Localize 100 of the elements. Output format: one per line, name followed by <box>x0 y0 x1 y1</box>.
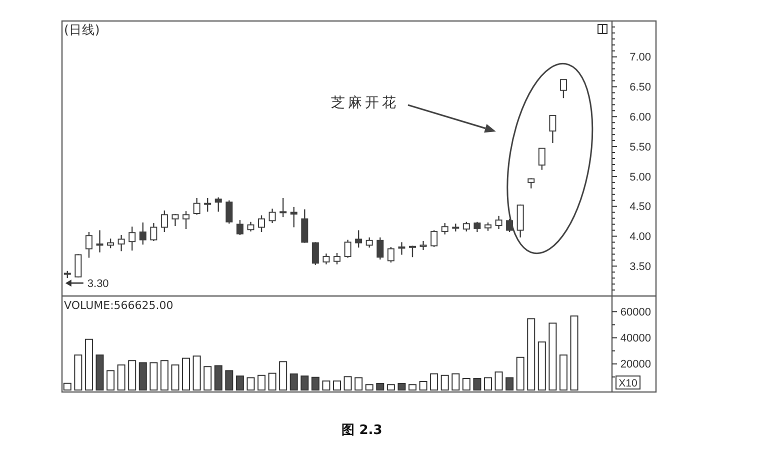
candlestick <box>118 234 125 252</box>
y-tick-label: 5.50 <box>630 141 651 154</box>
chart-title: (日线) <box>64 22 100 37</box>
bar <box>171 364 180 390</box>
bar <box>365 384 374 390</box>
candlestick <box>128 226 136 252</box>
y-tick-label: 4.50 <box>630 201 651 214</box>
candlestick <box>420 240 427 251</box>
candlestick <box>193 197 200 216</box>
bar <box>462 378 470 390</box>
bar <box>452 373 460 390</box>
candlestick <box>538 148 546 170</box>
candlestick <box>495 215 502 230</box>
y-tick-label: 7.00 <box>630 52 651 64</box>
bar <box>236 376 244 390</box>
candlestick <box>258 214 266 233</box>
candlestick <box>528 178 535 189</box>
bar <box>506 377 514 390</box>
candlestick <box>376 236 384 260</box>
candlestick <box>85 231 92 258</box>
y-tick-label: 40000 <box>620 332 651 345</box>
bar <box>548 322 557 390</box>
bar <box>150 362 158 390</box>
bar <box>84 338 93 390</box>
candlestick <box>549 114 556 144</box>
bar <box>268 372 276 390</box>
bar <box>322 380 330 390</box>
y-tick-label: 6.50 <box>630 82 651 94</box>
bar <box>538 341 546 390</box>
y-tick-label: 60000 <box>620 306 651 319</box>
candlestick <box>474 221 481 233</box>
bar <box>160 360 168 390</box>
bar <box>570 315 578 390</box>
candlestick <box>441 222 448 236</box>
bar <box>344 376 352 390</box>
candlestick <box>107 238 114 249</box>
candlestick <box>160 210 168 233</box>
bar <box>96 354 104 390</box>
bar <box>279 361 288 390</box>
bar <box>516 356 524 390</box>
annotation: 3.30 <box>87 278 109 290</box>
bar <box>311 376 320 390</box>
bar <box>559 354 568 390</box>
bar <box>106 370 115 390</box>
bar <box>473 378 482 390</box>
bar <box>419 381 428 390</box>
bar <box>258 374 266 390</box>
candlestick <box>204 197 212 212</box>
y-tick-label: 5.00 <box>630 171 651 184</box>
y-tick-label: 20000 <box>620 358 651 371</box>
candlestick <box>430 230 438 248</box>
candlestick <box>366 236 373 248</box>
bar <box>204 366 212 390</box>
candlestick <box>290 206 298 228</box>
bar <box>386 384 395 390</box>
bar <box>376 382 384 390</box>
candlestick <box>387 246 394 264</box>
candlestick <box>268 208 276 224</box>
candlestick <box>172 214 179 227</box>
bar <box>408 384 416 390</box>
candlestick <box>182 210 190 230</box>
candlestick <box>236 219 244 236</box>
candlestick <box>462 221 470 232</box>
bar <box>290 373 298 390</box>
candlestick <box>322 252 330 265</box>
bar <box>117 364 126 390</box>
text: X10 <box>618 378 638 390</box>
bar <box>440 374 449 390</box>
candlestick <box>301 208 308 244</box>
bar <box>333 380 341 390</box>
candlestick <box>139 222 146 246</box>
candlestick <box>150 222 158 242</box>
bar <box>138 362 147 390</box>
candlestick <box>280 197 287 218</box>
y-tick-label: 6.00 <box>630 112 651 124</box>
candlestick <box>344 239 352 258</box>
chart-title: VOLUME:566625.00 <box>64 299 174 312</box>
candlestick <box>247 221 254 232</box>
bar <box>484 377 492 390</box>
bar <box>354 377 363 390</box>
candlestick <box>226 200 233 224</box>
bar <box>398 382 406 390</box>
candlestick <box>214 196 222 212</box>
y-tick-label: 3.50 <box>630 260 651 273</box>
bar <box>182 358 190 390</box>
candlestick <box>334 252 340 265</box>
caption: 图 2.3 <box>342 423 382 438</box>
candlestick <box>312 242 319 266</box>
bar <box>225 370 234 390</box>
annotation: 芝麻开花 <box>331 95 399 111</box>
bar <box>300 376 309 390</box>
candlestick <box>96 230 104 253</box>
candlestick <box>74 254 82 278</box>
candlestick <box>398 242 406 256</box>
bar <box>214 365 222 390</box>
y-tick-label: 4.00 <box>630 231 651 244</box>
bar <box>527 318 536 390</box>
bar <box>494 371 503 390</box>
bar <box>430 373 438 390</box>
bar <box>128 360 136 390</box>
